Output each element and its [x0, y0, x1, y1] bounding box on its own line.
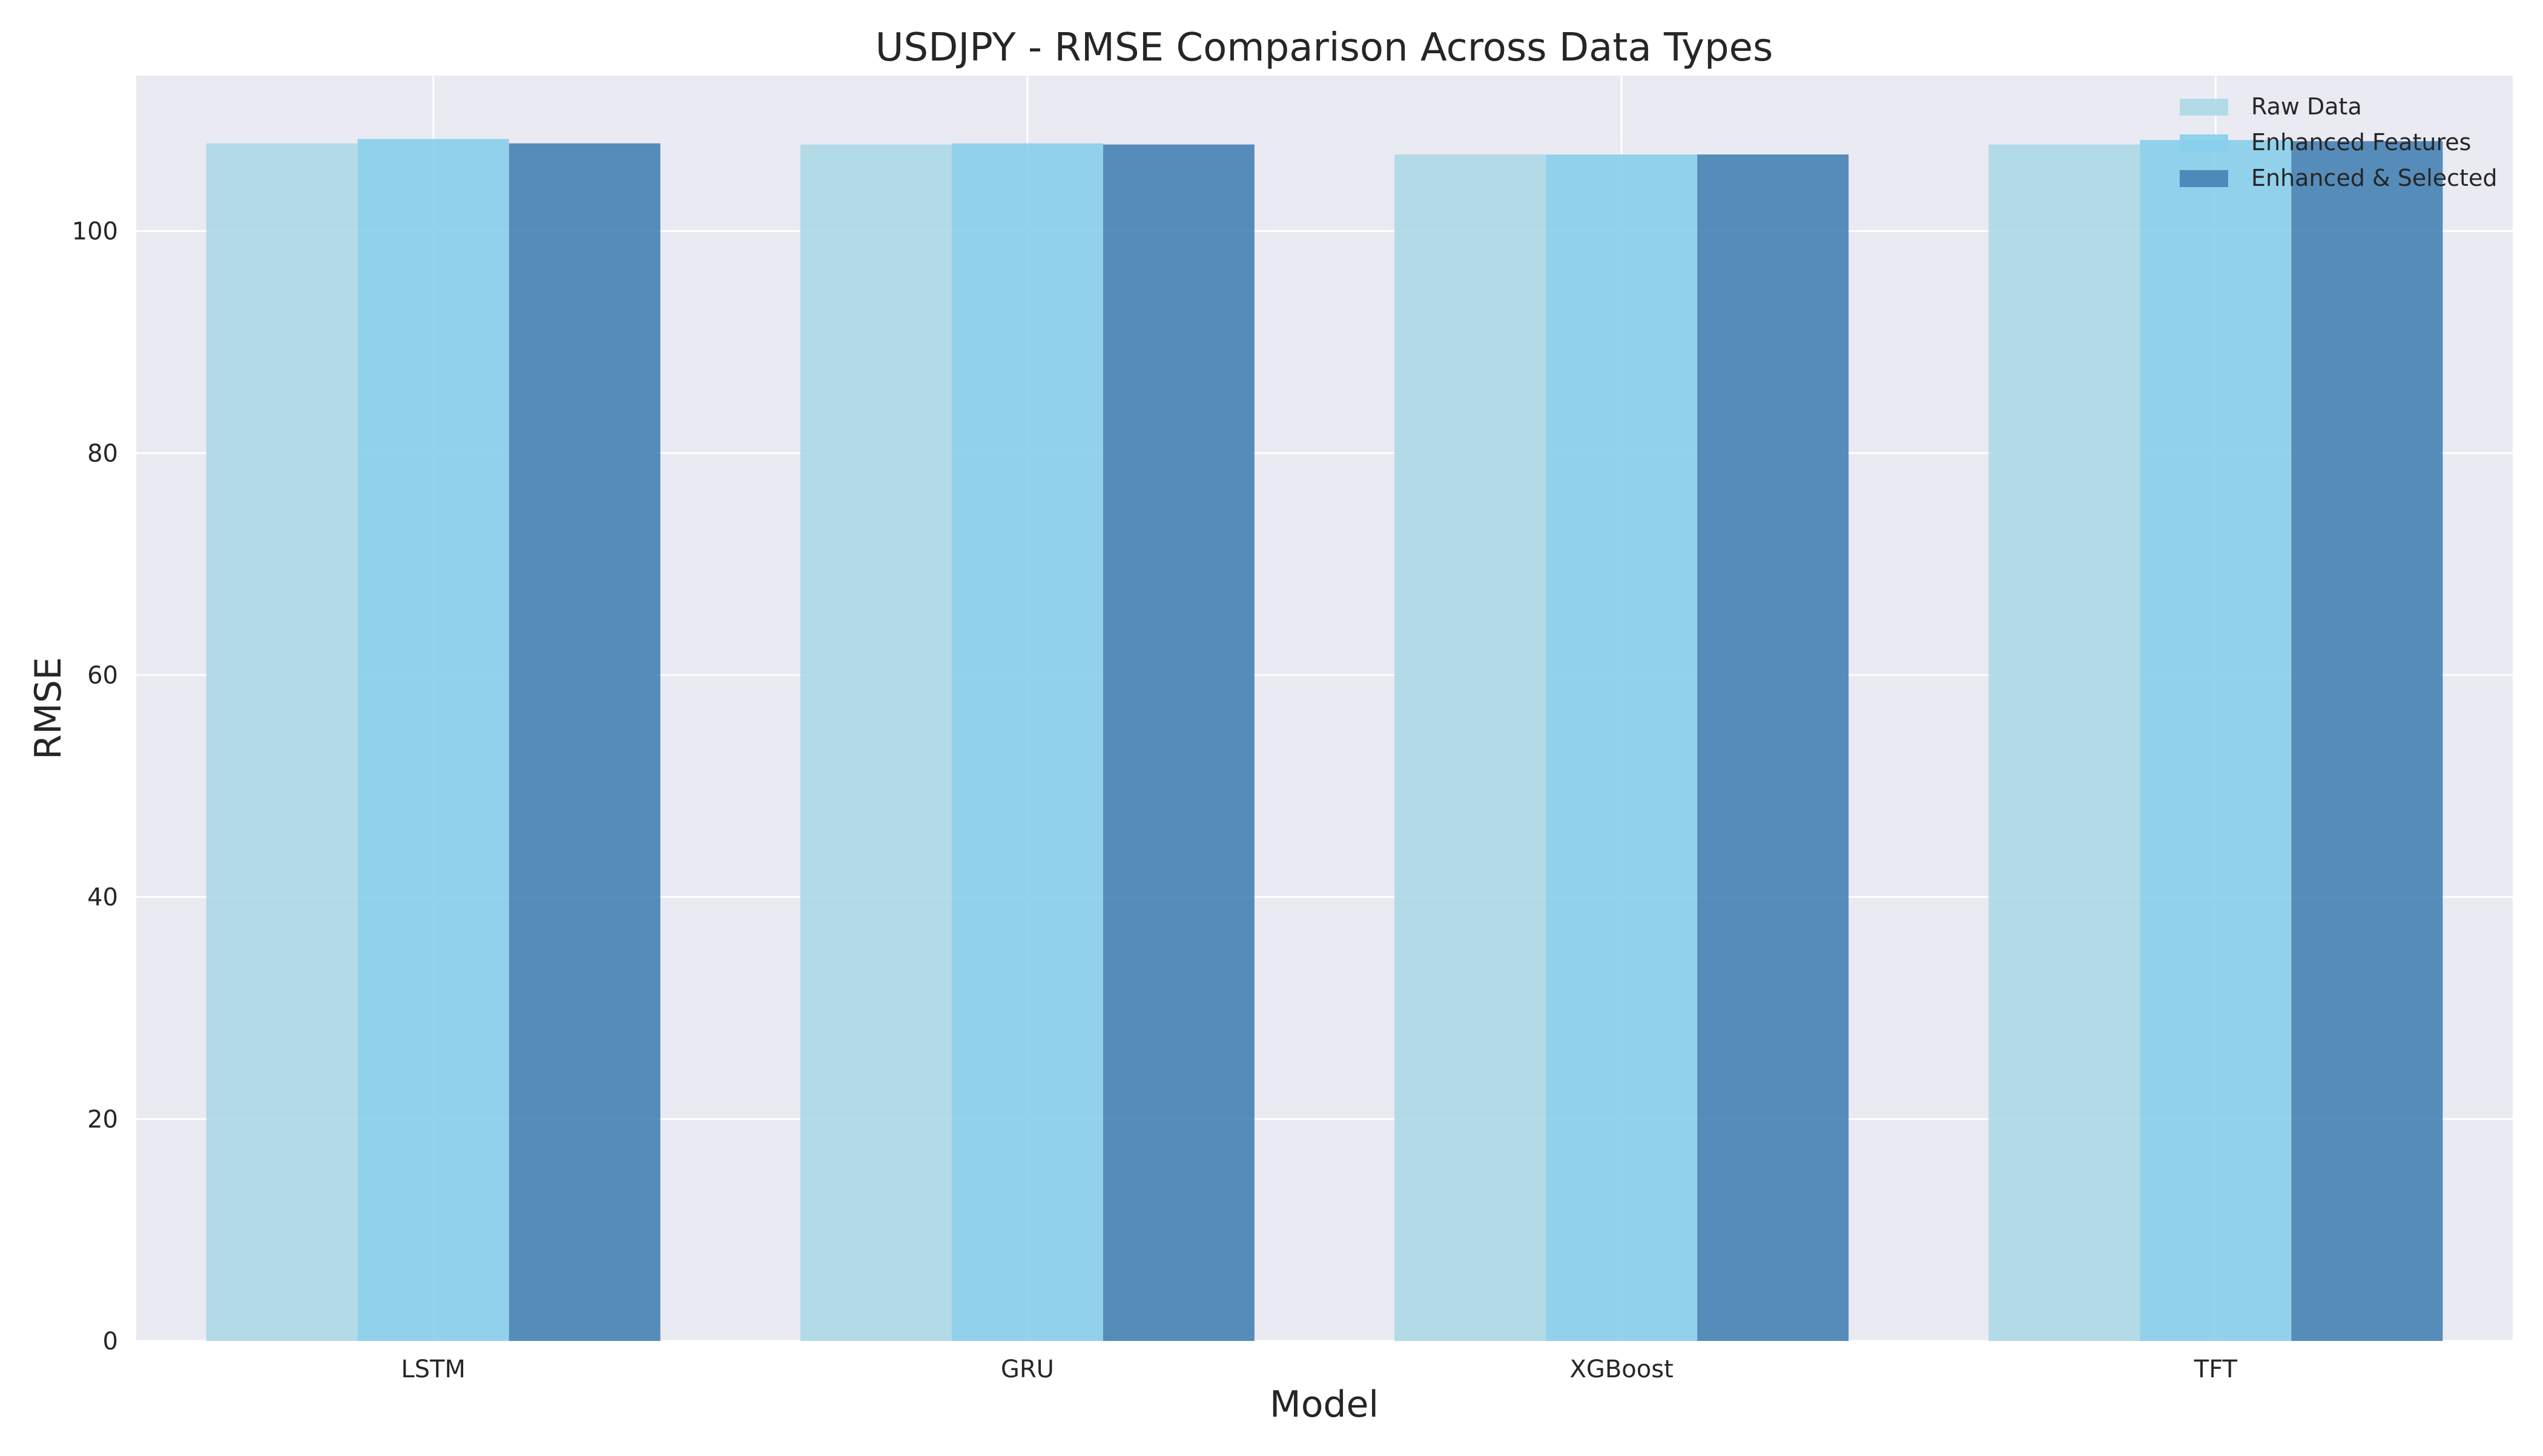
bar-gru-series-2: [951, 143, 1103, 1341]
bar-lstm-series-1: [206, 143, 358, 1341]
bar-tft-series-2: [2140, 140, 2292, 1341]
x-tick-label: TFT: [2194, 1356, 2238, 1383]
legend: Raw Data Enhanced Features Enhanced & Sele…: [2180, 93, 2497, 191]
bar-xgboost-series-2: [1546, 154, 1698, 1342]
bar-lstm-series-2: [357, 139, 509, 1341]
legend-label: Raw Data: [2251, 93, 2362, 120]
x-axis-label: Model: [1270, 1383, 1379, 1426]
legend-label: Enhanced & Selected: [2251, 165, 2497, 191]
chart-title: USDJPY - RMSE Comparison Across Data Typ…: [876, 25, 1773, 70]
y-tick-label: 20: [87, 1105, 118, 1133]
x-tick-label: LSTM: [401, 1356, 466, 1383]
bar-lstm-series-3: [509, 143, 661, 1341]
y-tick-label: 40: [87, 884, 118, 912]
y-axis-ticks: 0 20 40 60 80 100: [72, 218, 118, 1356]
bar-xgboost-series-1: [1394, 154, 1546, 1342]
bars: [206, 139, 2443, 1342]
y-tick-label: 60: [87, 662, 118, 690]
bar-tft-series-3: [2291, 141, 2443, 1342]
x-tick-label: XGBoost: [1569, 1356, 1673, 1383]
x-tick-label: GRU: [1001, 1356, 1054, 1383]
legend-swatch: [2180, 170, 2228, 187]
x-axis-ticks: LSTM GRU XGBoost TFT: [401, 1356, 2237, 1383]
bar-tft-series-1: [1988, 144, 2140, 1342]
bar-gru-series-3: [1103, 144, 1255, 1342]
y-tick-label: 100: [72, 218, 118, 246]
bar-xgboost-series-3: [1697, 154, 1849, 1342]
y-tick-label: 0: [103, 1328, 118, 1356]
bar-gru-series-1: [800, 144, 952, 1342]
y-tick-label: 80: [87, 440, 118, 467]
legend-swatch: [2180, 134, 2228, 151]
legend-swatch: [2180, 99, 2228, 116]
y-axis-label: RMSE: [27, 657, 70, 759]
legend-label: Enhanced Features: [2251, 129, 2471, 156]
